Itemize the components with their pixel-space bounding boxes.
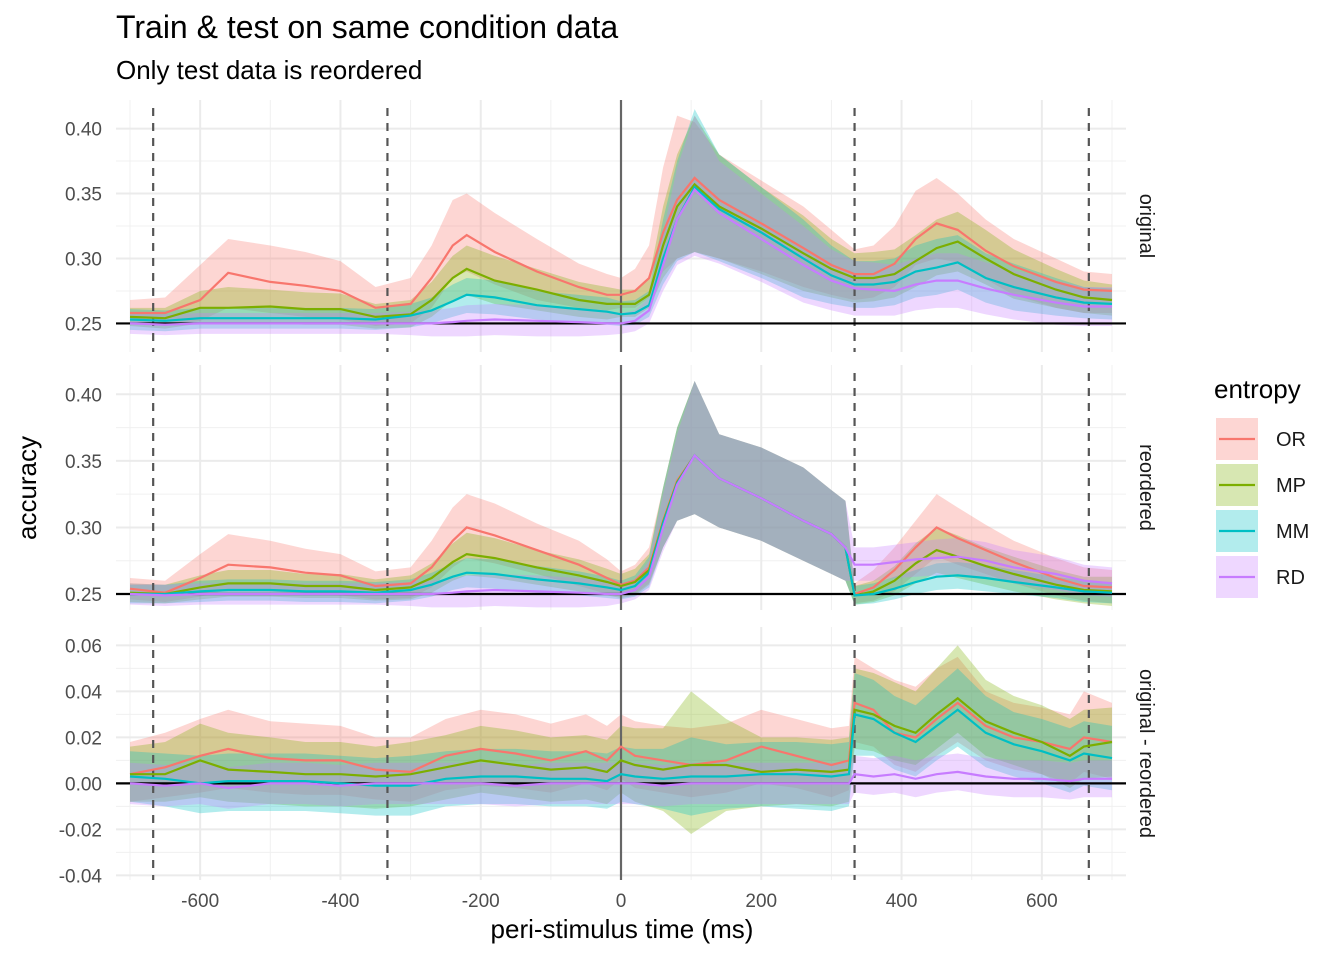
series-line-MP <box>130 696 1113 778</box>
y-tick-label: 0.25 <box>65 314 102 335</box>
ribbon-MM <box>130 668 1112 816</box>
series-line-MM <box>129 185 1113 322</box>
ribbon-MP <box>130 115 1112 329</box>
y-tick-label: 0.30 <box>65 518 102 539</box>
ribbon-MM <box>130 109 1112 332</box>
y-tick-label: 0.30 <box>65 249 102 270</box>
y-tick-label: 0.02 <box>65 728 102 749</box>
series-line-RD <box>129 453 1113 597</box>
strip-label: original - reordered <box>1135 669 1157 838</box>
legend-label-MP: MP <box>1276 475 1306 497</box>
strip-label: reordered <box>1135 444 1157 531</box>
series-line-OR <box>129 701 1113 776</box>
x-tick-label: 600 <box>1026 891 1058 912</box>
y-tick-label: 0.40 <box>65 120 102 141</box>
x-tick-label: 400 <box>886 891 918 912</box>
y-tick-label: 0.06 <box>65 636 102 657</box>
panel-2: -0.04 -0.02 0.00 0.02 0.04 0.06 original - reo… <box>59 627 1157 887</box>
y-tick-label: 0.35 <box>65 452 102 473</box>
legend-label-RD: RD <box>1276 567 1305 589</box>
panels: 0.25 0.30 0.35 0.40 original 0.25 0.30 0.35 0.40… <box>59 100 1157 912</box>
panel-1: 0.25 0.30 0.35 0.40 reordered <box>65 365 1157 610</box>
y-tick-label: 0.35 <box>65 185 102 206</box>
y-tick-label: 0.04 <box>65 682 102 703</box>
strip-label: original <box>1135 194 1157 258</box>
legend-label-OR: OR <box>1276 429 1306 451</box>
series-line-MM <box>129 708 1113 787</box>
chart-title: Train & test on same condition data <box>116 9 618 45</box>
series-line-RD <box>129 770 1112 790</box>
y-axis-title: accuracy <box>12 436 42 540</box>
legend: OR MP MM RD <box>1216 418 1309 598</box>
ribbon-RD <box>130 115 1112 337</box>
x-tick-label: 200 <box>745 891 777 912</box>
y-tick-label: -0.04 <box>59 866 103 887</box>
x-tick-label: -200 <box>462 891 500 912</box>
series-line-OR <box>130 176 1113 315</box>
x-axis-title: peri-stimulus time (ms) <box>491 914 754 944</box>
legend-title: entropy <box>1214 374 1301 404</box>
series-line-MP <box>129 182 1113 320</box>
legend-label-MM: MM <box>1276 521 1309 543</box>
series-line-RD <box>129 187 1112 326</box>
y-tick-label: -0.02 <box>59 820 102 841</box>
x-tick-label: 0 <box>616 891 627 912</box>
y-tick-label: 0.00 <box>65 774 102 795</box>
y-tick-label: 0.25 <box>65 585 102 606</box>
panel-0: 0.25 0.30 0.35 0.40 original <box>65 100 1157 352</box>
y-tick-label: 0.40 <box>65 385 102 406</box>
ribbon-RD <box>130 380 1112 608</box>
x-tick-label: -400 <box>321 891 359 912</box>
x-tick-label: -600 <box>181 891 219 912</box>
chart-subtitle: Only test data is reordered <box>116 55 422 85</box>
